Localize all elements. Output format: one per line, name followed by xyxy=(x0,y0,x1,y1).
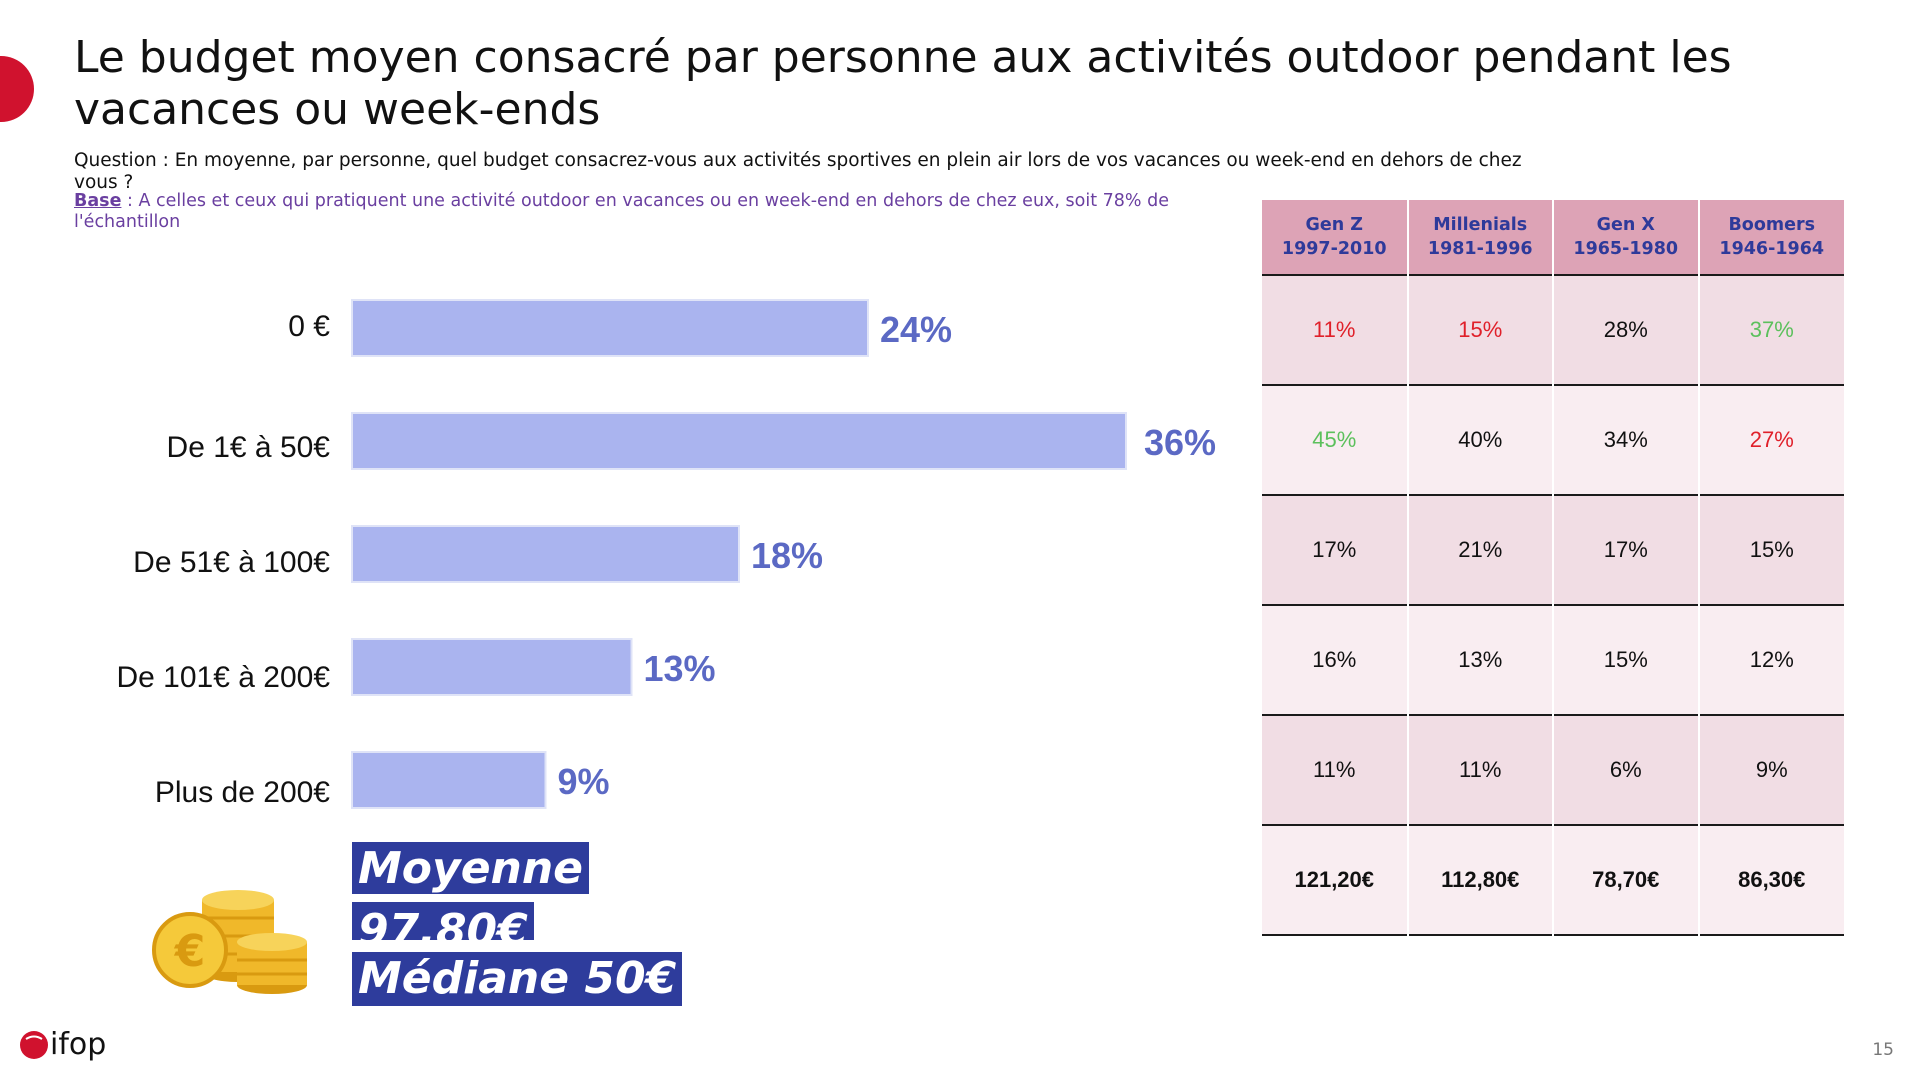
table-cell: 11% xyxy=(1407,715,1554,825)
table-cell: 17% xyxy=(1553,495,1700,605)
table-cell: 15% xyxy=(1553,605,1700,715)
table-row: 16% 13% 15% 12% xyxy=(1262,605,1844,715)
slide-title: Le budget moyen consacré par personne au… xyxy=(74,32,1732,135)
table-row: 11% 15% 28% 37% xyxy=(1262,275,1844,385)
table-total-cell: 86,30€ xyxy=(1738,867,1806,892)
bar xyxy=(351,525,740,583)
table-total-cell: 112,80€ xyxy=(1407,825,1554,935)
table-cell: 16% xyxy=(1262,605,1409,715)
table-cell: 45% xyxy=(1262,385,1409,495)
euro-coins-icon: € xyxy=(152,890,307,994)
category-label: Plus de 200€ xyxy=(155,776,330,809)
category-label: De 51€ à 100€ xyxy=(133,546,330,579)
generation-table: Gen Z 1997-2010 Millenials 1981-1996 Gen X… xyxy=(1262,200,1844,936)
table-row: 45% 40% 34% 27% xyxy=(1262,385,1844,495)
ifop-logo: ifop xyxy=(20,1027,106,1062)
bar xyxy=(351,638,633,696)
table-cell: 21% xyxy=(1407,495,1554,605)
mean-label: Moyenne xyxy=(352,842,590,894)
base-note: Base : A celles et ceux qui pratiquent u… xyxy=(74,191,1194,233)
header-gen-x: Gen X 1965-1980 xyxy=(1553,200,1700,275)
base-text: : A celles et ceux qui pratiquent une ac… xyxy=(74,191,1169,232)
header-gen-z: Gen Z 1997-2010 xyxy=(1262,200,1409,275)
median-value: Médiane 50€ xyxy=(352,952,683,1006)
question-text: Question : En moyenne, par personne, que… xyxy=(74,150,1522,193)
value-label: 36% xyxy=(1144,422,1216,463)
base-label: Base xyxy=(74,191,122,211)
table-header-row: Gen Z 1997-2010 Millenials 1981-1996 Gen X… xyxy=(1262,200,1844,275)
table-cell: 6% xyxy=(1553,715,1700,825)
table-total-row: 121,20€ 112,80€ 78,70€ 86,30€ xyxy=(1262,825,1844,935)
category-label: De 101€ à 200€ xyxy=(116,661,330,694)
bar xyxy=(351,412,1127,470)
table-row: 11% 11% 6% 9% xyxy=(1262,715,1844,825)
mean-value: 97,80€ xyxy=(352,902,534,940)
table-total-cell: 121,20€ xyxy=(1262,825,1409,935)
logo-text: ifop xyxy=(50,1027,106,1062)
table-cell: 11% xyxy=(1262,715,1409,825)
table-cell: 34% xyxy=(1553,385,1700,495)
value-label: 18% xyxy=(751,535,823,576)
table-cell: 11% xyxy=(1262,275,1409,385)
value-label: 24% xyxy=(880,309,952,350)
category-label: 0 € xyxy=(288,310,330,343)
value-label: 9% xyxy=(558,761,610,802)
table-cell: 40% xyxy=(1407,385,1554,495)
svg-text:€: € xyxy=(174,926,206,977)
table-cell: 37% xyxy=(1749,317,1794,342)
header-boomers: Boomers 1946-1964 xyxy=(1698,200,1844,275)
table-cell: 12% xyxy=(1749,647,1794,672)
table-cell: 9% xyxy=(1755,757,1788,782)
bar xyxy=(351,751,547,809)
category-label: De 1€ à 50€ xyxy=(167,431,331,464)
page-number: 15 xyxy=(1872,1040,1894,1060)
table-cell: 13% xyxy=(1407,605,1554,715)
header-millenials: Millenials 1981-1996 xyxy=(1407,200,1554,275)
table-total-cell: 78,70€ xyxy=(1553,825,1700,935)
table-cell: 28% xyxy=(1553,275,1700,385)
table-cell: 17% xyxy=(1262,495,1409,605)
budget-bar-chart: 0 € 24% De 1€ à 50€ 36% De 51€ à 100€ 18% De 1… xyxy=(116,299,1216,809)
table-cell: 27% xyxy=(1749,427,1794,452)
value-label: 13% xyxy=(644,648,716,689)
table-cell: 15% xyxy=(1407,275,1554,385)
bar xyxy=(351,299,869,357)
table-row: 17% 21% 17% 15% xyxy=(1262,495,1844,605)
table-cell: 15% xyxy=(1749,537,1794,562)
